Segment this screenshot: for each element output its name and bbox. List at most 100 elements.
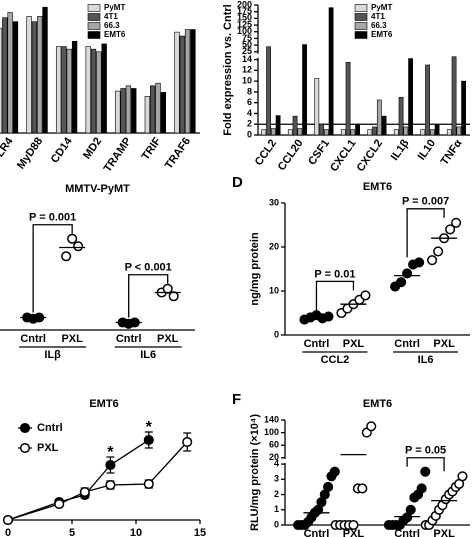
x-tick-label: CXCL2: [355, 138, 386, 174]
group-sublabel: IL6: [140, 349, 156, 361]
legend-label: PXL: [37, 442, 59, 454]
p-value: P = 0.001: [29, 212, 76, 224]
bar: [266, 46, 271, 136]
x-tick-label: CCL20: [276, 138, 306, 173]
bar: [61, 46, 67, 134]
x-tick-label: IL1β: [389, 137, 412, 163]
y-tick-label: 0: [247, 129, 252, 139]
y-tick-label: 20: [269, 241, 279, 251]
p-value: P < 0.001: [125, 262, 172, 274]
bar: [155, 82, 161, 134]
data-point: [457, 471, 468, 482]
y-tick-label: 0: [274, 329, 279, 339]
y-tick-label: 100: [264, 427, 279, 437]
bar: [270, 128, 276, 136]
panel-title: EMT6: [363, 398, 392, 410]
bar: [403, 126, 409, 136]
y-tick-label: 10: [269, 285, 279, 295]
series-line: [7, 439, 150, 521]
x-tick-label: CCL2: [253, 138, 279, 168]
bar: [0, 27, 3, 134]
panel-title: EMT6: [363, 181, 392, 193]
annotation: *: [146, 419, 153, 436]
data-point: [162, 283, 173, 294]
bar: [55, 46, 62, 134]
group-label: PXL: [433, 338, 455, 350]
significance-bracket: [32, 224, 73, 313]
y-tick-label: 50: [242, 39, 252, 49]
bar: [345, 61, 351, 136]
series-line: [7, 441, 188, 521]
group-label: PXL: [343, 338, 365, 350]
bar: [31, 21, 38, 134]
data-point: [396, 277, 407, 288]
bar: [381, 115, 387, 136]
bar: [297, 128, 303, 136]
bar: [319, 123, 324, 136]
group-label: PXL: [61, 333, 83, 345]
bar: [2, 17, 8, 134]
bar: [190, 29, 196, 134]
annotation: *: [107, 444, 114, 461]
y-tick-label: 100: [237, 26, 252, 36]
y-tick-label: 200: [237, 0, 252, 9]
y-tick-label: 10: [242, 76, 252, 86]
legend-swatch: [354, 31, 368, 39]
bar: [101, 43, 107, 134]
y-tick-label: 4: [247, 108, 252, 118]
data-point: [73, 241, 84, 252]
y-tick-label: 1: [274, 504, 279, 514]
axis-break: [280, 458, 290, 463]
data-point: [2, 514, 14, 526]
x-tick-label: IL10: [416, 138, 438, 163]
group-sublabel: ILβ: [44, 349, 61, 361]
x-tick-label: MD2: [81, 136, 104, 162]
bar: [372, 126, 377, 136]
bar: [350, 129, 356, 136]
data-point: [416, 483, 427, 494]
bar: [323, 129, 329, 136]
panel-title: EMT6: [89, 398, 118, 410]
legend-marker: [19, 442, 31, 454]
bar: [398, 97, 404, 136]
x-tick-label: CD14: [49, 135, 75, 166]
y-tick-label: 20: [269, 452, 279, 462]
bar: [340, 129, 346, 136]
bar: [179, 35, 185, 134]
bar: [408, 58, 413, 136]
bar: [37, 16, 43, 134]
data-point: [348, 519, 359, 531]
group-label: PXL: [157, 333, 179, 345]
data-point: [61, 251, 72, 262]
bar: [434, 123, 440, 136]
group-label: PXL: [433, 528, 455, 537]
bar: [376, 99, 382, 136]
data-point: [357, 483, 368, 494]
bar: [144, 96, 151, 134]
bar: [42, 6, 48, 134]
y-tick-label: 150: [237, 13, 252, 23]
data-point: [54, 498, 65, 510]
bar: [125, 85, 132, 134]
bar: [429, 129, 435, 136]
p-value: P = 0.007: [402, 196, 449, 208]
y-tick-label: 30: [269, 197, 279, 207]
data-point: [427, 255, 438, 266]
y-axis-label: ng/mg protein: [249, 232, 261, 306]
y-tick-label: 175: [237, 6, 252, 16]
y-tick-label: 125: [237, 19, 252, 29]
bar: [120, 88, 126, 134]
x-tick-label: 10: [130, 527, 142, 537]
group-label: Cntrl: [304, 528, 330, 537]
data-point: [323, 481, 334, 492]
data-point: [323, 311, 334, 322]
x-tick-label: LR4: [0, 135, 16, 160]
bar: [90, 48, 97, 134]
bar: [287, 129, 293, 136]
x-tick-label: 5: [69, 527, 75, 537]
data-point: [360, 290, 371, 301]
legend-label: EMT6: [104, 30, 126, 39]
bar: [150, 85, 156, 134]
x-tick-label: 0: [5, 527, 11, 537]
